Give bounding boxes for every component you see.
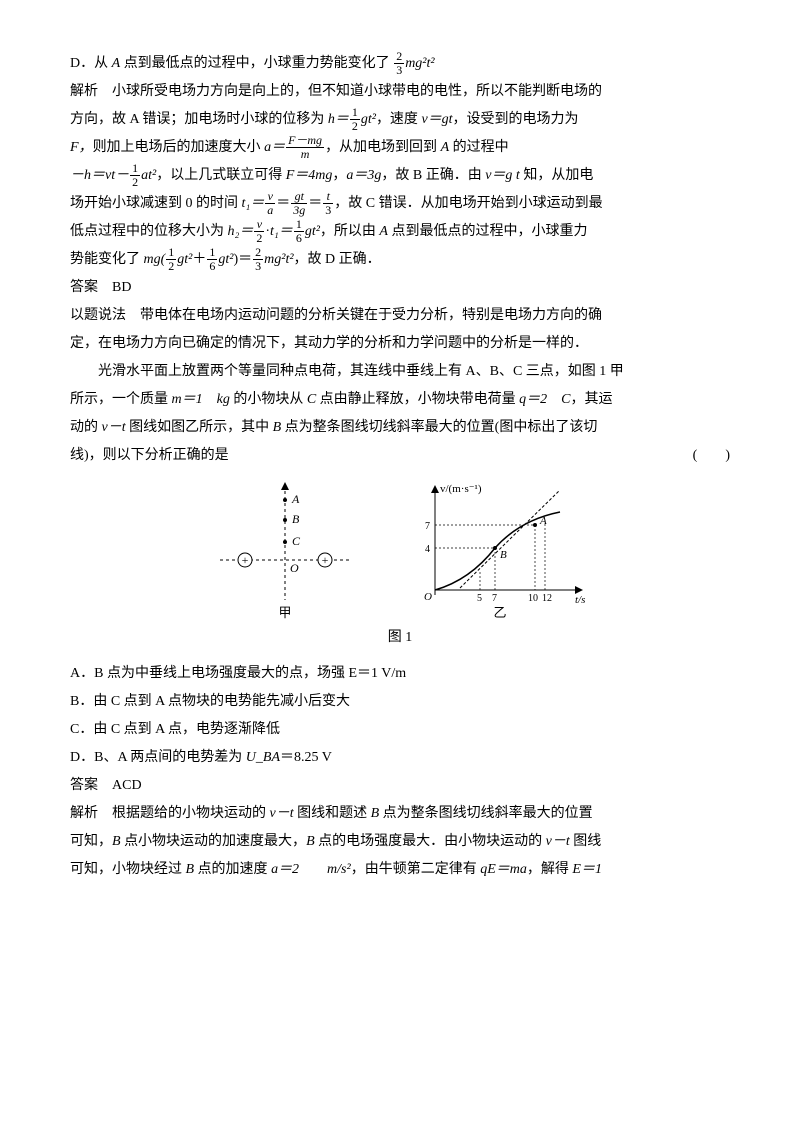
answer-2: 答案 ACD — [70, 772, 730, 800]
svg-text:12: 12 — [542, 593, 552, 604]
svg-text:7: 7 — [492, 593, 497, 604]
svg-text:7: 7 — [425, 521, 430, 532]
frac-2-3: 23 — [394, 50, 404, 77]
solution-line: －h＝vt－12at²，以上几式联立可得 F＝4mg，a＝3g，故 B 正确．由… — [70, 162, 730, 190]
svg-text:+: + — [322, 553, 329, 567]
svg-text:甲: 甲 — [278, 605, 291, 620]
solution-line: F，则加上电场后的加速度大小 a＝F－mgm，从加电场到回到 A 的过程中 — [70, 134, 730, 162]
solution-line: 低点过程中的位移大小为 h₂＝v2·t₁＝16gt²，所以由 A 点到最低点的过… — [70, 218, 730, 246]
svg-text:+: + — [242, 553, 249, 567]
note-line: 定，在电场力方向已确定的情况下，其动力学的分析和力学问题中的分析是一样的． — [70, 330, 730, 358]
svg-text:A: A — [539, 515, 547, 527]
text: D．从 — [70, 56, 112, 71]
note-line: 以题说法 带电体在电场内运动问题的分析关键在于受力分析，特别是电场力方向的确 — [70, 302, 730, 330]
option-b: B．由 C 点到 A 点物块的电势能先减小后变大 — [70, 688, 730, 716]
svg-text:B: B — [292, 512, 300, 526]
solution-line: 解析 小球所受电场力方向是向上的，但不知道小球带电的电性，所以不能判断电场的 — [70, 78, 730, 106]
expr: mg²t² — [405, 56, 434, 71]
option-a: A．B 点为中垂线上电场强度最大的点，场强 E＝1 V/m — [70, 660, 730, 688]
svg-text:5: 5 — [477, 593, 482, 604]
svg-text:O: O — [424, 591, 432, 603]
sol2-line: 可知，B 点小物块运动的加速度最大，B 点的电场强度最大．由小物块运动的 v－t… — [70, 828, 730, 856]
q2-line: 线)，则以下分析正确的是( ) — [70, 442, 730, 470]
svg-text:B: B — [500, 549, 507, 561]
svg-text:O: O — [290, 561, 299, 575]
figure-row: + + A B C O 甲 v/(m·s⁻¹) t/s O A — [70, 480, 730, 620]
solution-line: 场开始小球减速到 0 的时间 t₁＝va＝gt3g＝t3，故 C 错误．从加电场… — [70, 190, 730, 218]
option-d2: D．B、A 两点间的电势差为 U_BA＝8.25 V — [70, 744, 730, 772]
q2-line: 动的 v－t 图线如图乙所示，其中 B 点为整条图线切线斜率最大的位置(图中标出… — [70, 414, 730, 442]
answer-blank: ( ) — [693, 442, 730, 470]
solution-line: 方向，故 A 错误；加电场时小球的位移为 h＝12gt²，速度 v＝gt，设受到… — [70, 106, 730, 134]
svg-text:乙: 乙 — [493, 605, 506, 620]
frac-half: 12 — [350, 106, 360, 133]
solution-line: 势能变化了 mg(12gt²＋16gt²)＝23mg²t²，故 D 正确． — [70, 246, 730, 274]
answer-1: 答案 BD — [70, 274, 730, 302]
sol2-line: 解析 根据题给的小物块运动的 v－t 图线和题述 B 点为整条图线切线斜率最大的… — [70, 800, 730, 828]
svg-text:10: 10 — [528, 593, 538, 604]
frac-fm: F－mgm — [286, 134, 324, 161]
svg-text:A: A — [291, 492, 300, 506]
svg-text:4: 4 — [425, 544, 430, 555]
figure-left: + + A B C O 甲 — [210, 480, 360, 620]
option-d: D．从 A 点到最低点的过程中，小球重力势能变化了 23mg²t² — [70, 50, 730, 78]
option-c: C．由 C 点到 A 点，电势逐渐降低 — [70, 716, 730, 744]
svg-text:v/(m·s⁻¹): v/(m·s⁻¹) — [440, 483, 482, 495]
figure-right: v/(m·s⁻¹) t/s O A B 7 4 5 7 10 12 乙 — [410, 480, 590, 620]
sol2-line: 可知，小物块经过 B 点的加速度 a＝2 m/s²，由牛顿第二定律有 qE＝ma… — [70, 856, 730, 884]
figure-caption: 图 1 — [70, 624, 730, 652]
point-a: A — [112, 56, 121, 71]
svg-text:t/s: t/s — [575, 594, 585, 606]
q2-line: 光滑水平面上放置两个等量同种点电荷，其连线中垂线上有 A、B、C 三点，如图 1… — [70, 358, 730, 386]
svg-text:C: C — [292, 534, 301, 548]
q2-line: 所示，一个质量 m＝1 kg 的小物块从 C 点由静止释放，小物块带电荷量 q＝… — [70, 386, 730, 414]
text: 点到最低点的过程中，小球重力势能变化了 — [120, 56, 390, 71]
